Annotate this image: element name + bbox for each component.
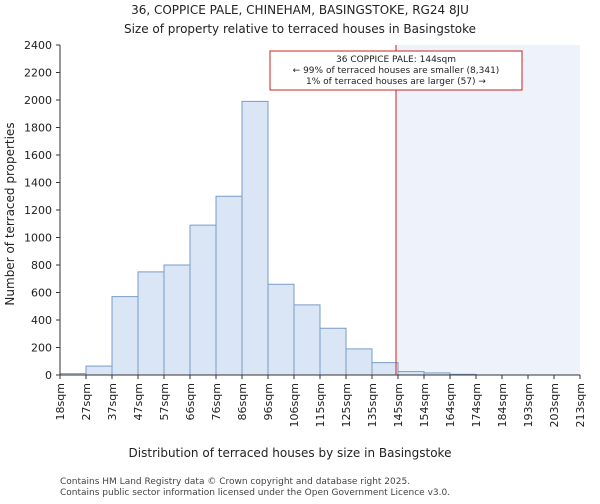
x-tick-label: 154sqm: [418, 383, 431, 427]
chart-subtitle: Size of property relative to terraced ho…: [124, 22, 476, 36]
x-tick-label: 184sqm: [496, 383, 509, 427]
y-tick-label: 600: [31, 287, 52, 300]
histogram-bar-86sqm: [241, 100, 269, 376]
histogram-bar-135sqm: [371, 362, 399, 376]
y-tick-label: 1000: [24, 232, 52, 245]
x-tick-label: 115sqm: [314, 383, 327, 427]
x-tick-label: 213sqm: [574, 383, 587, 427]
y-ticks-group: 0 200 400 600 800 1000 1200 1400 1600 1800 2000 220…: [24, 39, 60, 382]
x-ticks-group: 18sqm 27sqm 37sqm 47sqm 57sqm 66sqm 76sqm 86sqm…: [54, 375, 587, 427]
histogram-bar-47sqm: [137, 271, 165, 376]
x-tick-label: 76sqm: [210, 383, 223, 420]
histogram-bar-115sqm: [319, 327, 347, 376]
histogram-bar-145sqm: [397, 371, 425, 376]
x-tick-label: 66sqm: [184, 383, 197, 420]
y-tick-label: 800: [31, 259, 52, 272]
annotation-line-2: ← 99% of terraced houses are smaller (8,…: [293, 66, 500, 76]
x-tick-label: 86sqm: [236, 383, 249, 420]
annotation-box: 36 COPPICE PALE: 144sqm ← 99% of terrace…: [269, 50, 523, 91]
y-axis-label: Number of terraced properties: [3, 122, 17, 305]
x-tick-label: 47sqm: [132, 383, 145, 420]
x-tick-label: 18sqm: [54, 383, 67, 420]
bars-group: [59, 100, 477, 376]
chart-title: 36, COPPICE PALE, CHINEHAM, BASINGSTOKE,…: [131, 3, 469, 17]
y-tick-label: 0: [45, 369, 52, 382]
histogram-bar-106sqm: [293, 304, 321, 376]
histogram-bar-37sqm: [111, 296, 139, 376]
annotation-line-3: 1% of terraced houses are larger (57) →: [306, 77, 486, 87]
x-tick-label: 37sqm: [106, 383, 119, 420]
histogram-bar-125sqm: [345, 348, 373, 376]
x-tick-label: 203sqm: [548, 383, 561, 427]
x-tick-label: 96sqm: [262, 383, 275, 420]
footer-line-2: Contains public sector information licen…: [60, 488, 450, 498]
histogram-bar-57sqm: [163, 264, 191, 376]
larger-region-highlight: [396, 45, 580, 375]
x-tick-label: 145sqm: [392, 383, 405, 427]
y-tick-label: 1800: [24, 122, 52, 135]
y-tick-label: 2400: [24, 39, 52, 52]
x-tick-label: 57sqm: [158, 383, 171, 420]
y-tick-label: 1200: [24, 204, 52, 217]
histogram-bar-66sqm: [189, 224, 217, 376]
annotation-line-1: 36 COPPICE PALE: 144sqm: [336, 55, 456, 65]
histogram-bar-96sqm: [267, 283, 295, 376]
x-tick-label: 27sqm: [80, 383, 93, 420]
x-tick-label: 164sqm: [444, 383, 457, 427]
x-axis-label: Distribution of terraced houses by size …: [129, 446, 452, 460]
footer-line-1: Contains HM Land Registry data © Crown c…: [60, 477, 410, 487]
x-tick-label: 174sqm: [470, 383, 483, 427]
x-tick-label: 106sqm: [288, 383, 301, 427]
x-tick-label: 135sqm: [366, 383, 379, 427]
y-tick-label: 2000: [24, 94, 52, 107]
y-tick-label: 2200: [24, 67, 52, 80]
y-tick-label: 1400: [24, 177, 52, 190]
x-tick-label: 193sqm: [522, 383, 535, 427]
histogram-bar-76sqm: [215, 195, 243, 376]
y-tick-label: 200: [31, 342, 52, 355]
x-tick-label: 125sqm: [340, 383, 353, 427]
y-tick-label: 400: [31, 314, 52, 327]
y-tick-label: 1600: [24, 149, 52, 162]
histogram-bar-27sqm: [85, 365, 113, 376]
